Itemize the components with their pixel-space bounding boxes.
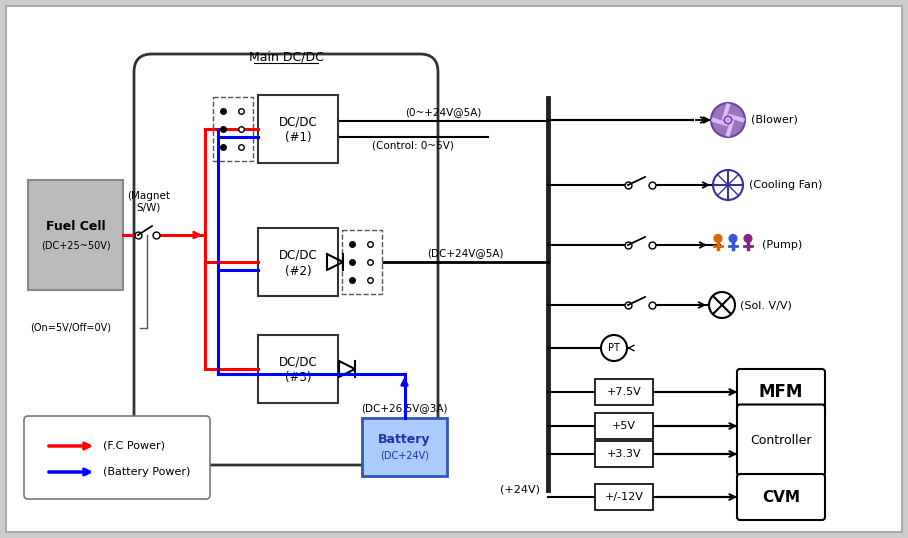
Text: (Pump): (Pump) <box>762 240 803 250</box>
Text: (DC+25~50V): (DC+25~50V) <box>41 240 110 250</box>
Circle shape <box>745 235 752 242</box>
FancyBboxPatch shape <box>595 379 653 405</box>
Text: (Cooling Fan): (Cooling Fan) <box>749 180 823 190</box>
Circle shape <box>709 292 735 318</box>
FancyBboxPatch shape <box>342 230 382 294</box>
FancyBboxPatch shape <box>134 54 438 465</box>
Text: (F.C Power): (F.C Power) <box>103 441 165 451</box>
Text: (DC+24V): (DC+24V) <box>380 451 429 461</box>
Text: (Magnet
S/W): (Magnet S/W) <box>127 192 171 213</box>
Text: (#3): (#3) <box>285 372 311 385</box>
FancyBboxPatch shape <box>28 180 123 290</box>
Text: (Control: 0~5V): (Control: 0~5V) <box>372 141 454 151</box>
FancyBboxPatch shape <box>737 474 825 520</box>
FancyBboxPatch shape <box>6 6 902 532</box>
FancyBboxPatch shape <box>213 97 253 161</box>
FancyBboxPatch shape <box>737 405 825 476</box>
Text: Battery: Battery <box>379 433 430 445</box>
FancyBboxPatch shape <box>362 418 447 476</box>
Text: (DC+24V@5A): (DC+24V@5A) <box>427 248 503 258</box>
Text: +/-12V: +/-12V <box>605 492 644 502</box>
Circle shape <box>601 335 627 361</box>
Text: (0~+24V@5A): (0~+24V@5A) <box>405 107 481 117</box>
Text: (Sol. V/V): (Sol. V/V) <box>740 300 792 310</box>
Text: MFM: MFM <box>759 383 804 401</box>
Text: +5V: +5V <box>612 421 636 431</box>
Circle shape <box>715 235 722 242</box>
Circle shape <box>725 116 732 124</box>
FancyBboxPatch shape <box>258 335 338 403</box>
Text: (Battery Power): (Battery Power) <box>103 467 191 477</box>
FancyBboxPatch shape <box>595 441 653 467</box>
Text: (+24V): (+24V) <box>500 485 540 495</box>
FancyBboxPatch shape <box>258 95 338 163</box>
FancyBboxPatch shape <box>737 369 825 415</box>
Text: (#2): (#2) <box>285 265 311 278</box>
Text: DC/DC: DC/DC <box>279 116 318 129</box>
FancyBboxPatch shape <box>24 416 210 499</box>
Text: Fuel Cell: Fuel Cell <box>45 221 105 233</box>
Circle shape <box>711 103 745 137</box>
Text: Controller: Controller <box>750 434 812 447</box>
FancyBboxPatch shape <box>258 228 338 296</box>
Text: +3.3V: +3.3V <box>607 449 641 459</box>
Text: (DC+26.5V@3A): (DC+26.5V@3A) <box>361 403 448 413</box>
Text: Main DC/DC: Main DC/DC <box>249 51 323 64</box>
Circle shape <box>729 235 736 242</box>
Text: DC/DC: DC/DC <box>279 356 318 369</box>
Text: (On=5V/Off=0V): (On=5V/Off=0V) <box>30 323 111 333</box>
Text: (Blower): (Blower) <box>751 115 798 125</box>
Circle shape <box>713 170 743 200</box>
Text: DC/DC: DC/DC <box>279 249 318 261</box>
Text: CVM: CVM <box>762 490 800 505</box>
FancyBboxPatch shape <box>595 484 653 510</box>
FancyBboxPatch shape <box>595 413 653 439</box>
Text: PT: PT <box>608 343 620 353</box>
Text: (#1): (#1) <box>285 131 311 145</box>
Text: +7.5V: +7.5V <box>607 387 641 397</box>
